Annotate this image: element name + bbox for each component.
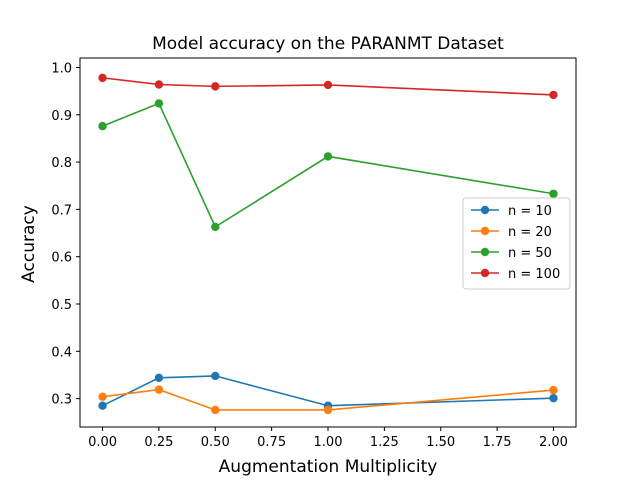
legend-swatch-marker [480, 226, 490, 236]
legend-item: n = 10 [471, 204, 552, 219]
data-point [549, 189, 558, 198]
x-tick-label: 1.25 [370, 435, 399, 450]
data-point [323, 80, 333, 90]
y-tick-label: 0.5 [51, 298, 72, 313]
series-3 [98, 73, 558, 100]
legend: n = 10 n = 20 n = 50 n = 100 [462, 197, 571, 290]
legend-swatch-marker [480, 268, 490, 278]
y-axis-ticks: 0.3 0.4 0.5 0.6 0.7 0.8 0.9 1.0 [51, 61, 80, 408]
legend-label: n = 50 [508, 246, 552, 261]
legend-label: n = 10 [508, 204, 552, 219]
y-tick-label: 0.7 [51, 203, 72, 218]
data-point [211, 371, 220, 381]
series-layer [98, 73, 558, 415]
legend-item: n = 50 [471, 246, 552, 261]
x-tick-label: 2.00 [539, 435, 568, 450]
y-tick-label: 1.0 [51, 61, 72, 76]
data-point [211, 82, 220, 91]
x-tick-label: 1.00 [314, 435, 343, 450]
data-point [98, 401, 107, 410]
data-point [211, 405, 220, 415]
data-point [549, 393, 558, 403]
data-point [98, 73, 107, 83]
data-point [154, 99, 164, 108]
x-tick-label: 0.50 [201, 435, 230, 450]
data-point [211, 222, 220, 232]
series-line [102, 375, 554, 407]
data-point [323, 405, 333, 415]
y-tick-label: 0.9 [51, 109, 72, 124]
data-point [323, 152, 333, 161]
x-axis-label: Augmentation Multiplicity [219, 457, 438, 477]
y-tick-label: 0.4 [51, 345, 72, 360]
legend-item: n = 100 [471, 267, 560, 282]
legend-label: n = 20 [508, 225, 552, 240]
legend-label: n = 100 [508, 267, 560, 282]
x-tick-label: 0.25 [144, 435, 173, 450]
series-1 [98, 385, 558, 415]
data-point [154, 385, 164, 394]
chart-title: Model accuracy on the PARANMT Dataset [152, 34, 504, 54]
data-point [154, 80, 164, 89]
x-tick-label: 1.50 [426, 435, 455, 450]
data-point [98, 392, 107, 401]
series-2 [98, 99, 558, 232]
legend-item: n = 20 [471, 225, 552, 240]
x-tick-label: 0.75 [257, 435, 286, 450]
legend-swatch-marker [480, 205, 490, 215]
legend-box [462, 197, 571, 290]
x-tick-label: 0.00 [88, 435, 117, 450]
legend-swatch-marker [480, 247, 490, 257]
data-point [549, 90, 558, 100]
y-tick-label: 0.8 [51, 156, 72, 171]
y-axis-label: Accuracy [19, 205, 39, 283]
data-point [154, 373, 164, 382]
data-point [98, 121, 107, 131]
data-point [549, 385, 558, 395]
y-tick-label: 0.3 [51, 393, 72, 408]
x-axis-ticks: 0.00 0.25 0.50 0.75 1.00 1.25 1.50 1.75 2.00 [88, 427, 568, 450]
y-tick-label: 0.6 [51, 251, 72, 266]
x-tick-label: 1.75 [483, 435, 512, 450]
series-0 [98, 371, 558, 410]
